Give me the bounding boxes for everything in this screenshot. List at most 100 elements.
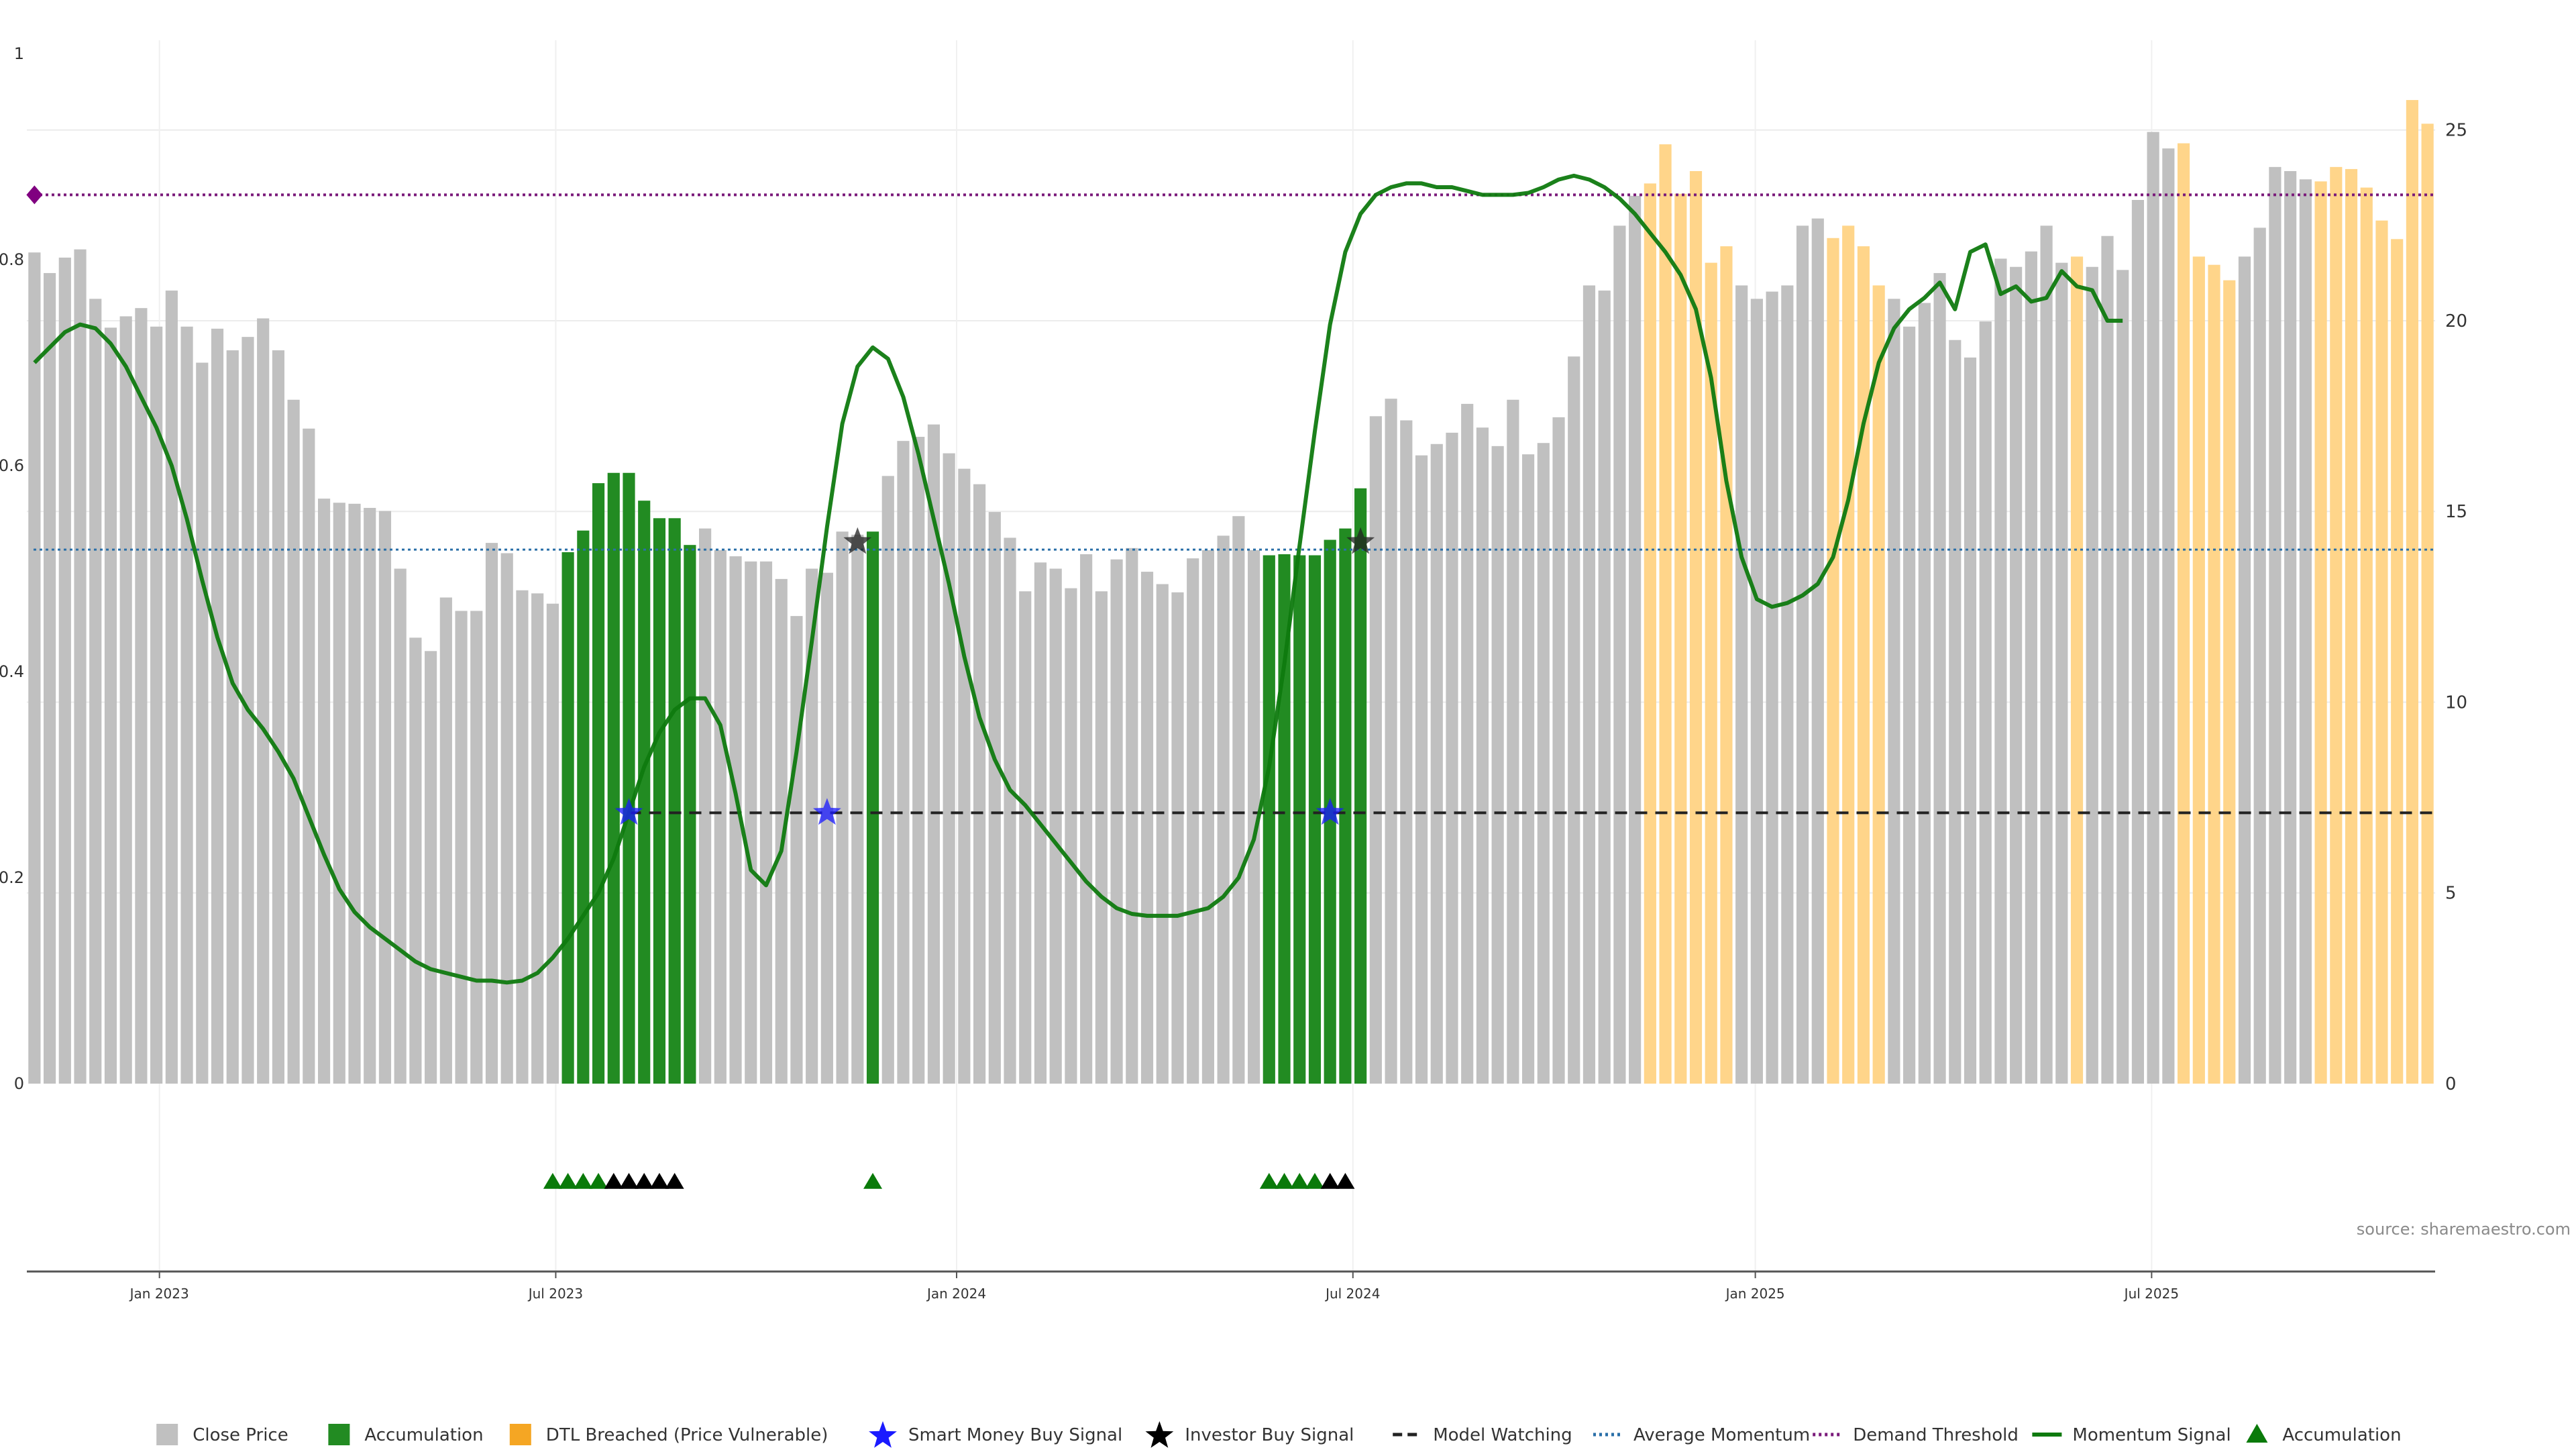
bar-gray: [287, 399, 300, 1084]
bar-green: [592, 483, 605, 1084]
bar-orange: [1872, 285, 1885, 1084]
bar-gray: [180, 326, 193, 1084]
investor-buy-signal: [1346, 527, 1375, 554]
accumulation-triangle: [635, 1173, 654, 1189]
bar-gray: [806, 568, 818, 1084]
bar-gray: [1521, 454, 1535, 1084]
bar-green: [638, 501, 651, 1084]
bar-orange: [1857, 246, 1870, 1084]
bar-gray: [2086, 266, 2098, 1084]
bar-gray: [775, 578, 788, 1084]
bar-gray: [378, 511, 392, 1084]
x-tick-label: Jan 2025: [1725, 1286, 1785, 1302]
bar-gray: [1065, 588, 1077, 1084]
legend-star: [869, 1421, 897, 1448]
accumulation-triangle: [649, 1173, 669, 1189]
bar-gray: [2025, 251, 2037, 1084]
bar-gray: [1507, 399, 1519, 1084]
bar-gray: [1461, 403, 1474, 1084]
y-right-tick-label: 0: [2445, 1074, 2457, 1094]
bar-gray: [1552, 417, 1565, 1084]
legend: Close Price Accumulation DTL Breached (Pri…: [156, 1421, 2402, 1448]
bar-gray: [1568, 356, 1580, 1084]
bar-gray: [303, 428, 315, 1084]
bar-gray: [1781, 285, 1794, 1084]
bar-gray: [272, 350, 284, 1084]
bar-gray: [89, 299, 102, 1084]
accumulation-triangle: [1275, 1173, 1294, 1189]
bar-orange: [1842, 225, 1855, 1084]
legend-item: Smart Money Buy Signal: [869, 1421, 1122, 1448]
bar-green: [1308, 555, 1322, 1084]
bar-gray: [729, 556, 742, 1084]
bar-gray: [165, 291, 178, 1084]
bar-gray: [43, 272, 56, 1084]
bar-gray: [881, 476, 894, 1084]
bar-gray: [1766, 291, 1778, 1084]
accumulation-triangle: [574, 1173, 593, 1189]
bar-green: [668, 518, 681, 1084]
bar-gray: [1080, 554, 1093, 1084]
accumulation-triangle: [665, 1173, 684, 1189]
bar-gray: [1918, 303, 1931, 1084]
bar-gray: [943, 453, 955, 1084]
bar-orange: [2360, 187, 2373, 1084]
bar-gray: [455, 611, 468, 1084]
bar-gray: [988, 512, 1001, 1084]
legend-swatch: [328, 1424, 350, 1445]
bar-green: [577, 530, 590, 1084]
accumulation-triangle: [589, 1173, 608, 1189]
bar-green: [607, 472, 620, 1084]
bar-gray: [2010, 266, 2023, 1084]
bar-gray: [333, 503, 345, 1084]
smart-money-buy-signal: [614, 798, 643, 825]
bar-orange: [2406, 100, 2419, 1084]
bar-gray: [1750, 299, 1763, 1084]
bar-green: [866, 531, 879, 1084]
legend-item: Close Price: [156, 1424, 288, 1445]
y-left-tick-label: 0: [14, 1074, 24, 1093]
bars-layer: [28, 100, 2434, 1084]
bar-gray: [439, 597, 452, 1084]
bar-orange: [2070, 256, 2084, 1084]
bar-gray: [1582, 285, 1596, 1084]
bar-gray: [394, 568, 407, 1084]
bar-gray: [1735, 285, 1748, 1084]
bar-gray: [516, 590, 529, 1084]
bar-gray: [1004, 537, 1016, 1084]
bar-gray: [1019, 591, 1032, 1084]
bar-gray: [759, 561, 773, 1084]
bar-gray: [1964, 357, 1977, 1084]
bar-green: [1354, 488, 1367, 1084]
bar-orange: [2314, 181, 2327, 1084]
legend-item: Investor Buy Signal: [1145, 1421, 1354, 1448]
momentum-signal-line: [33, 173, 2123, 985]
bar-gray: [425, 651, 437, 1084]
bar-gray: [1171, 592, 1184, 1084]
accumulation-triangle: [1320, 1173, 1340, 1189]
bar-gray: [836, 531, 849, 1084]
bar-green: [1263, 555, 1275, 1084]
bar-gray: [1217, 535, 1230, 1084]
legend-label: Close Price: [193, 1425, 288, 1445]
bar-orange: [2375, 220, 2388, 1084]
bar-gray: [1598, 291, 1611, 1084]
legend-swatch: [509, 1424, 531, 1445]
bar-gray: [2238, 256, 2251, 1084]
bar-gray: [1796, 225, 1809, 1084]
bar-gray: [820, 572, 833, 1084]
y-left-tick-label: 0.2: [0, 868, 24, 887]
bar-gray: [1949, 340, 1962, 1084]
bar-gray: [1994, 258, 2007, 1084]
y-right-tick-label: 15: [2445, 502, 2467, 522]
bar-gray: [2253, 227, 2266, 1084]
legend-item: Model Watching: [1393, 1425, 1572, 1445]
bar-gray: [1903, 326, 1916, 1084]
bar-gray: [2269, 166, 2282, 1084]
legend-label: Smart Money Buy Signal: [908, 1425, 1122, 1445]
accumulation-triangle: [543, 1173, 562, 1189]
bar-gray: [2162, 148, 2175, 1084]
y-left-tick-label: 0.6: [0, 456, 24, 475]
bar-green: [684, 545, 696, 1084]
bar-orange: [2345, 168, 2358, 1084]
